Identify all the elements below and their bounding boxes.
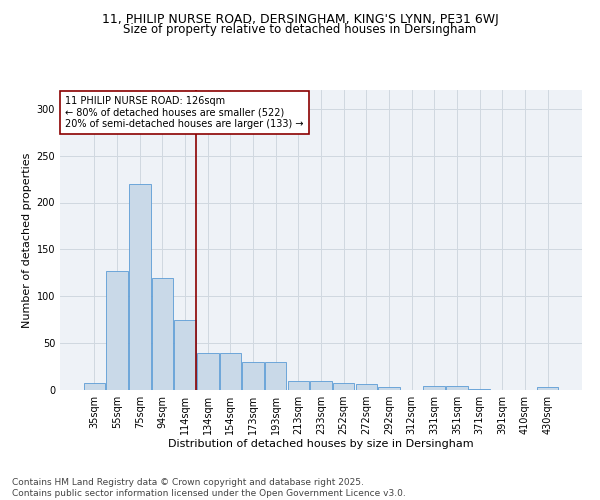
X-axis label: Distribution of detached houses by size in Dersingham: Distribution of detached houses by size … (168, 438, 474, 448)
Text: Size of property relative to detached houses in Dersingham: Size of property relative to detached ho… (124, 22, 476, 36)
Bar (333, 384, 355, 390)
Text: 11 PHILIP NURSE ROAD: 126sqm
← 80% of detached houses are smaller (522)
20% of s: 11 PHILIP NURSE ROAD: 126sqm ← 80% of de… (65, 96, 304, 129)
Y-axis label: Number of detached properties: Number of detached properties (22, 152, 32, 328)
Text: Contains HM Land Registry data © Crown copyright and database right 2025.
Contai: Contains HM Land Registry data © Crown c… (12, 478, 406, 498)
Bar (378, 387, 400, 390)
Bar (424, 386, 445, 390)
Bar (152, 278, 173, 390)
Bar (197, 352, 218, 390)
Bar (446, 386, 467, 390)
Bar (469, 389, 490, 390)
Bar (129, 184, 151, 390)
Bar (265, 362, 286, 390)
Text: 11, PHILIP NURSE ROAD, DERSINGHAM, KING'S LYNN, PE31 6WJ: 11, PHILIP NURSE ROAD, DERSINGHAM, KING'… (101, 12, 499, 26)
Bar (310, 380, 332, 390)
Bar (356, 384, 377, 390)
Bar (287, 380, 309, 390)
Bar (84, 382, 105, 390)
Bar (106, 271, 128, 390)
Bar (242, 362, 264, 390)
Bar (175, 320, 196, 390)
Bar (220, 352, 241, 390)
Bar (537, 387, 558, 390)
